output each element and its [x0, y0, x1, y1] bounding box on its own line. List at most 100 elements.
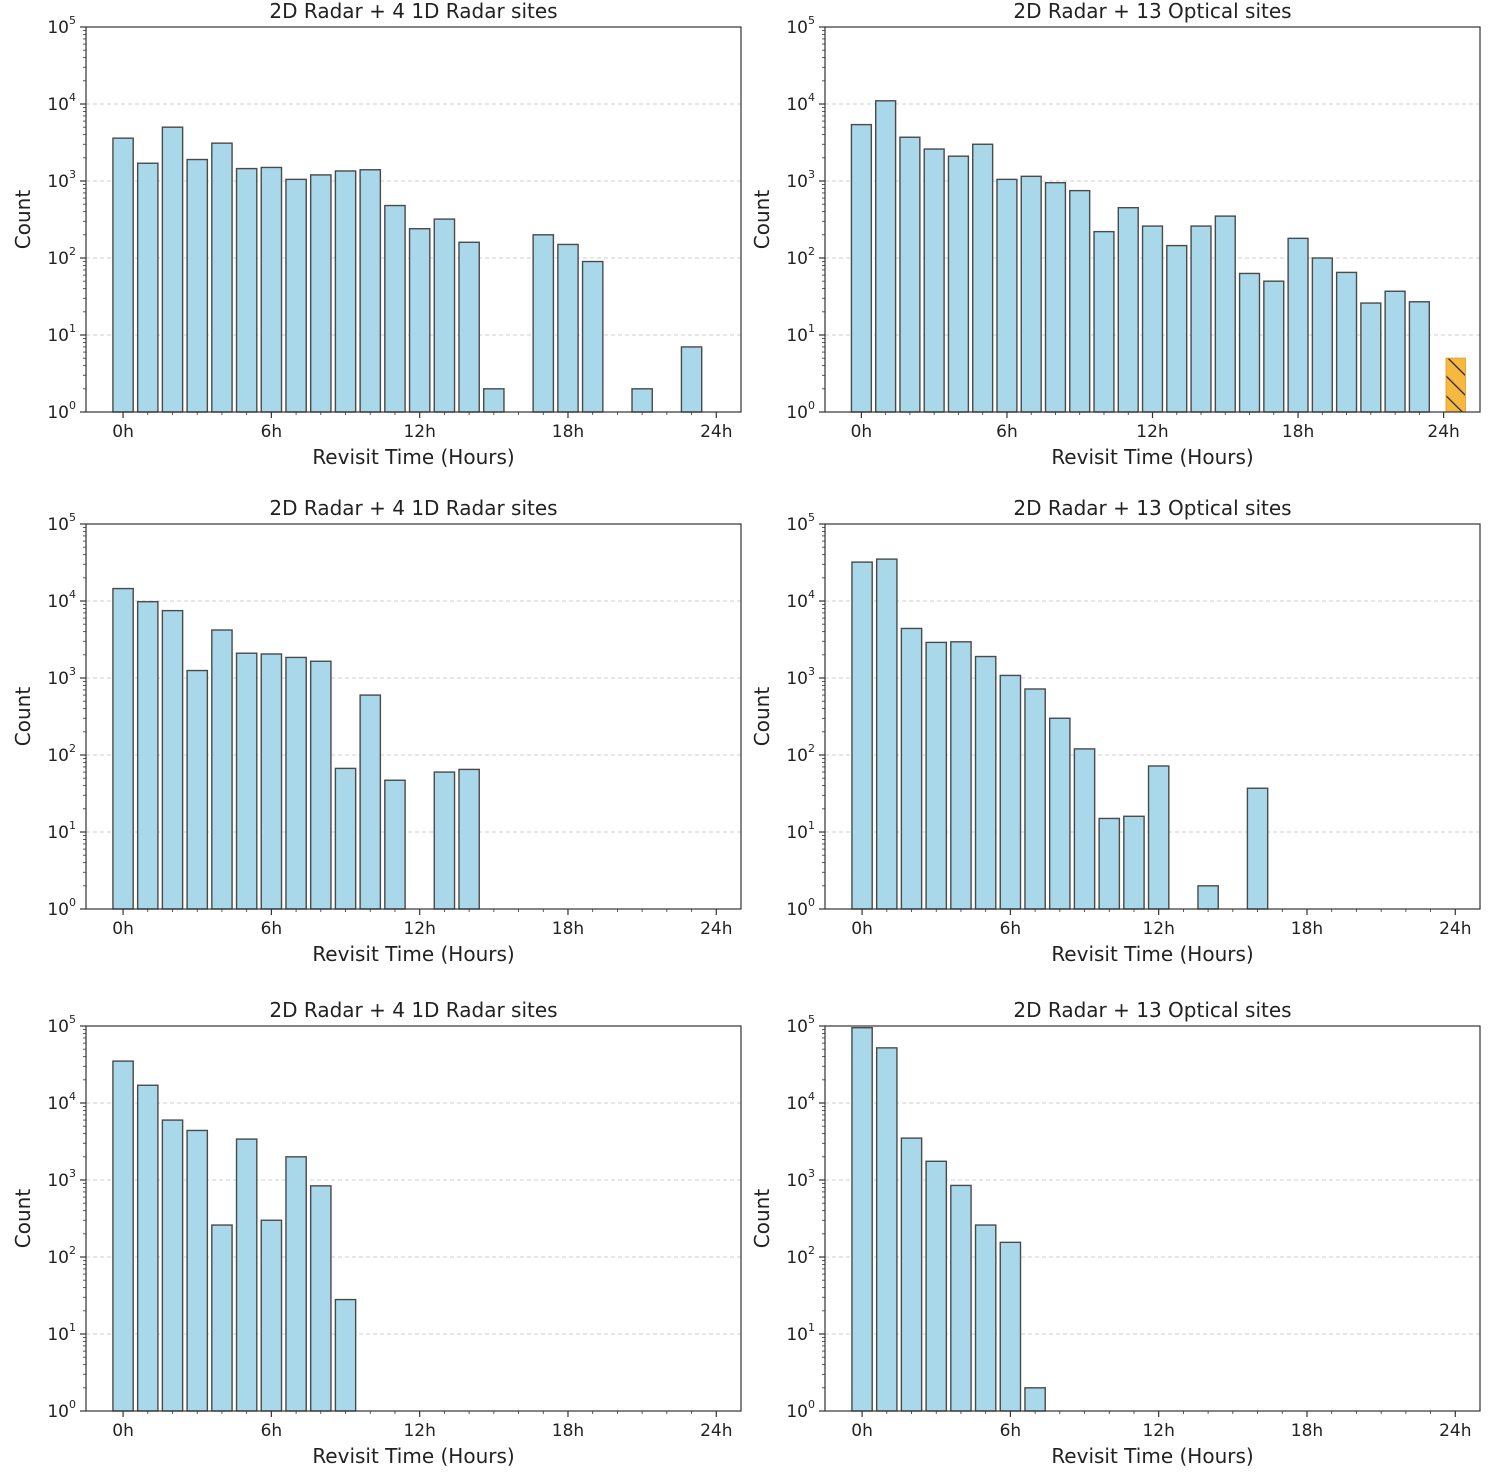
x-tick-label: 12h [403, 919, 435, 939]
bar [1197, 885, 1219, 910]
bar [1069, 189, 1091, 413]
bar [1287, 237, 1309, 413]
bar [900, 1137, 923, 1412]
axes-frame [824, 1025, 1481, 1412]
bar [947, 155, 970, 413]
bar [1238, 272, 1261, 413]
bar [974, 655, 997, 910]
bar [972, 143, 994, 413]
bar [999, 674, 1022, 910]
bar [1190, 225, 1212, 413]
bar [1048, 717, 1071, 910]
x-tick-label: 0h [851, 919, 873, 939]
bar [631, 388, 653, 413]
x-tick-label: 18h [1291, 919, 1323, 939]
bar [900, 627, 923, 910]
bar [851, 561, 873, 910]
y-tick-label: 100 [47, 896, 76, 920]
y-tick-label: 102 [47, 1244, 76, 1268]
bar [950, 641, 972, 910]
bar [1384, 290, 1406, 413]
y-tick-label: 105 [786, 14, 815, 38]
bar [161, 126, 184, 413]
bar [285, 1156, 307, 1412]
bar [996, 178, 1018, 413]
y-tick-label: 102 [786, 1244, 815, 1268]
bar [532, 234, 555, 413]
bar [875, 100, 897, 413]
bar [161, 609, 184, 910]
x-tick-label: 24h [1439, 919, 1471, 939]
x-tick-label: 12h [403, 422, 435, 442]
bar [384, 204, 406, 413]
bar [482, 388, 505, 413]
y-tick-label: 101 [47, 322, 76, 346]
x-tick-label: 0h [851, 422, 873, 442]
y-tick-label: 100 [47, 399, 76, 423]
highlight-bar [1445, 357, 1466, 413]
y-tick-label: 103 [786, 665, 815, 689]
y-tick-label: 103 [47, 665, 76, 689]
bar [260, 166, 283, 413]
x-tick-label: 0h [112, 1421, 134, 1441]
axes-frame [824, 523, 1481, 910]
bar [136, 600, 159, 910]
y-tick-label: 102 [786, 742, 815, 766]
x-tick-label: 24h [700, 422, 732, 442]
bar [899, 136, 921, 413]
chart-title: 2D Radar + 4 1D Radar sites [269, 0, 557, 23]
bar [1024, 1387, 1046, 1412]
bar [925, 641, 948, 910]
bar [1020, 175, 1042, 413]
bar [1093, 230, 1115, 413]
bar [186, 158, 209, 413]
bar [1214, 215, 1236, 413]
x-tick-label: 12h [1142, 919, 1174, 939]
y-tick-label: 104 [47, 588, 76, 612]
axes-frame [85, 26, 742, 413]
bar [458, 768, 480, 910]
bar [309, 660, 332, 910]
y-tick-label: 101 [47, 1321, 76, 1345]
y-tick-label: 100 [786, 399, 815, 423]
bar [433, 218, 456, 413]
chart-panel-6: 100 101 102 103 104 105 0h 6h 12h 18h 24h 2D Radar … [750, 998, 1481, 1468]
bar [557, 243, 579, 413]
x-axis-label: Revisit Time (Hours) [1051, 445, 1253, 469]
bar [309, 174, 332, 413]
y-tick-label: 101 [786, 1321, 815, 1345]
bar [1147, 765, 1170, 910]
y-axis-label: Count [11, 687, 35, 747]
y-tick-label: 100 [786, 896, 815, 920]
bar [112, 137, 134, 413]
bar [875, 1047, 898, 1412]
bar [974, 1224, 997, 1412]
y-tick-label: 100 [786, 1398, 815, 1422]
bar [1408, 301, 1430, 413]
x-tick-label: 6h [1000, 1421, 1022, 1441]
x-tick-label: 18h [1291, 1421, 1323, 1441]
x-tick-label: 18h [552, 1421, 584, 1441]
chart-title: 2D Radar + 13 Optical sites [1013, 496, 1291, 520]
y-axis-label: Count [750, 687, 774, 747]
x-tick-label: 18h [552, 919, 584, 939]
x-tick-label: 6h [261, 422, 283, 442]
x-tick-label: 24h [700, 1421, 732, 1441]
bar [285, 178, 307, 413]
y-axis-label: Count [11, 1189, 35, 1249]
x-tick-label: 24h [700, 919, 732, 939]
bar [260, 1219, 283, 1412]
chart-panel-4: 100 101 102 103 104 105 0h 6h 12h 18h 24h 2D Radar … [750, 496, 1481, 966]
y-tick-label: 105 [786, 511, 815, 535]
bar [1073, 748, 1096, 910]
y-tick-label: 104 [786, 588, 815, 612]
x-axis-label: Revisit Time (Hours) [1051, 942, 1253, 966]
bar [850, 123, 873, 413]
bar [186, 1129, 209, 1412]
bar [458, 241, 480, 413]
bar [235, 652, 258, 910]
x-tick-label: 6h [1000, 919, 1022, 939]
x-tick-label: 6h [261, 1421, 283, 1441]
bar [161, 1119, 184, 1412]
